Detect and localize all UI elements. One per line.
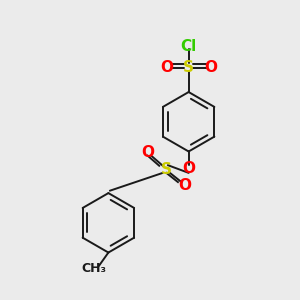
Text: O: O — [178, 178, 192, 193]
Text: O: O — [204, 60, 218, 75]
Text: CH₃: CH₃ — [81, 262, 106, 275]
Text: O: O — [182, 161, 195, 176]
Text: O: O — [141, 145, 154, 160]
Text: S: S — [183, 60, 194, 75]
Text: O: O — [160, 60, 173, 75]
Text: S: S — [161, 162, 172, 177]
Text: Cl: Cl — [181, 39, 197, 54]
